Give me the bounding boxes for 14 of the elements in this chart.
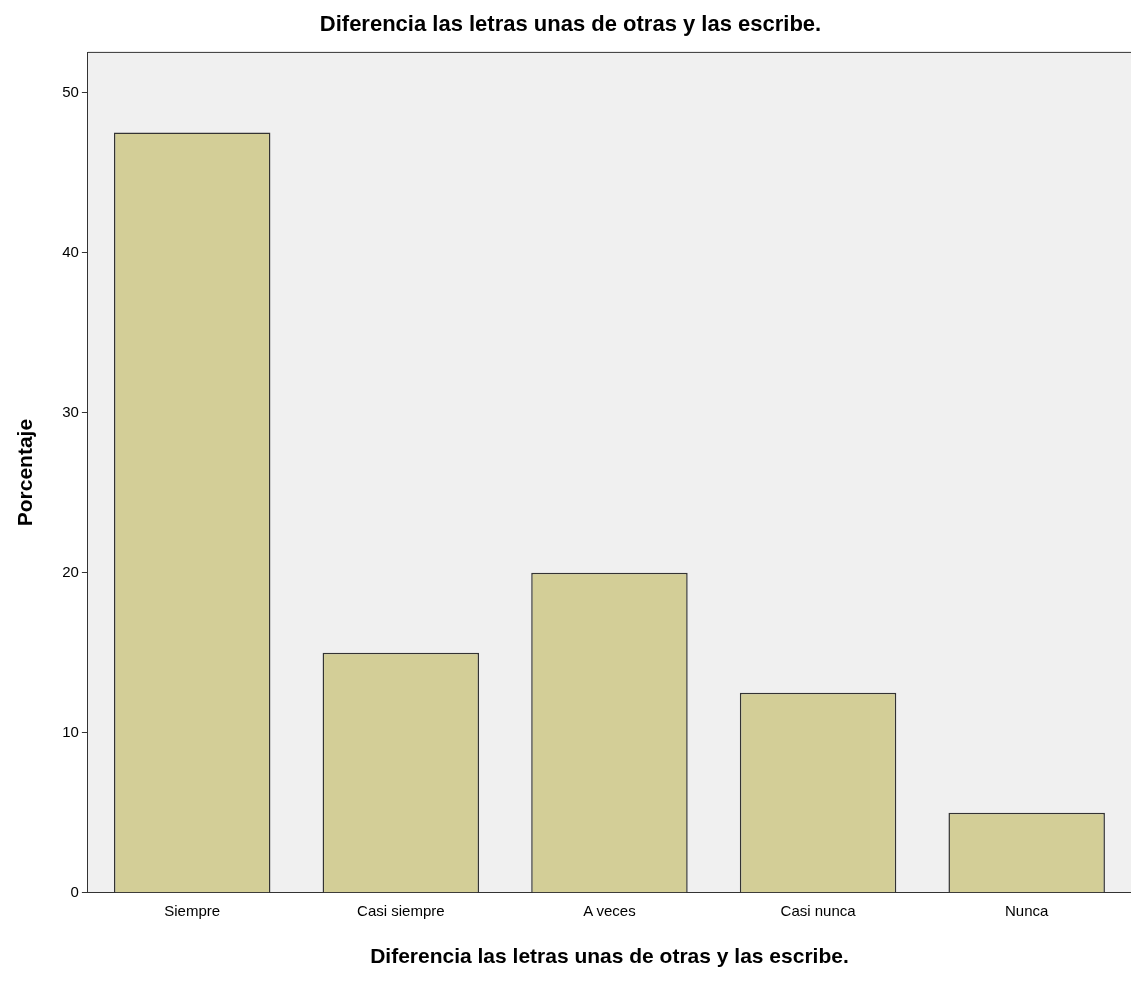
x-tick-label: Nunca xyxy=(1005,901,1050,919)
x-tick-label: Siempre xyxy=(164,901,221,919)
y-tick-label: 40 xyxy=(62,242,79,260)
x-tick-label: Casi siempre xyxy=(357,901,445,919)
x-tick-label: Casi nunca xyxy=(780,901,857,919)
chart-title: Diferencia las letras unas de otras y las escribe. xyxy=(319,11,822,37)
y-tick-label: 50 xyxy=(62,82,79,100)
y-tick-label: 30 xyxy=(62,402,79,420)
x-axis-title: Diferencia las letras unas de otras y las escribe. xyxy=(370,944,849,968)
y-tick-label: 0 xyxy=(70,882,79,900)
y-axis-title: Porcentaje xyxy=(13,418,37,527)
y-tick-label: 10 xyxy=(62,722,79,740)
y-tick-label: 20 xyxy=(62,562,79,580)
x-tick-label: A veces xyxy=(583,901,636,919)
